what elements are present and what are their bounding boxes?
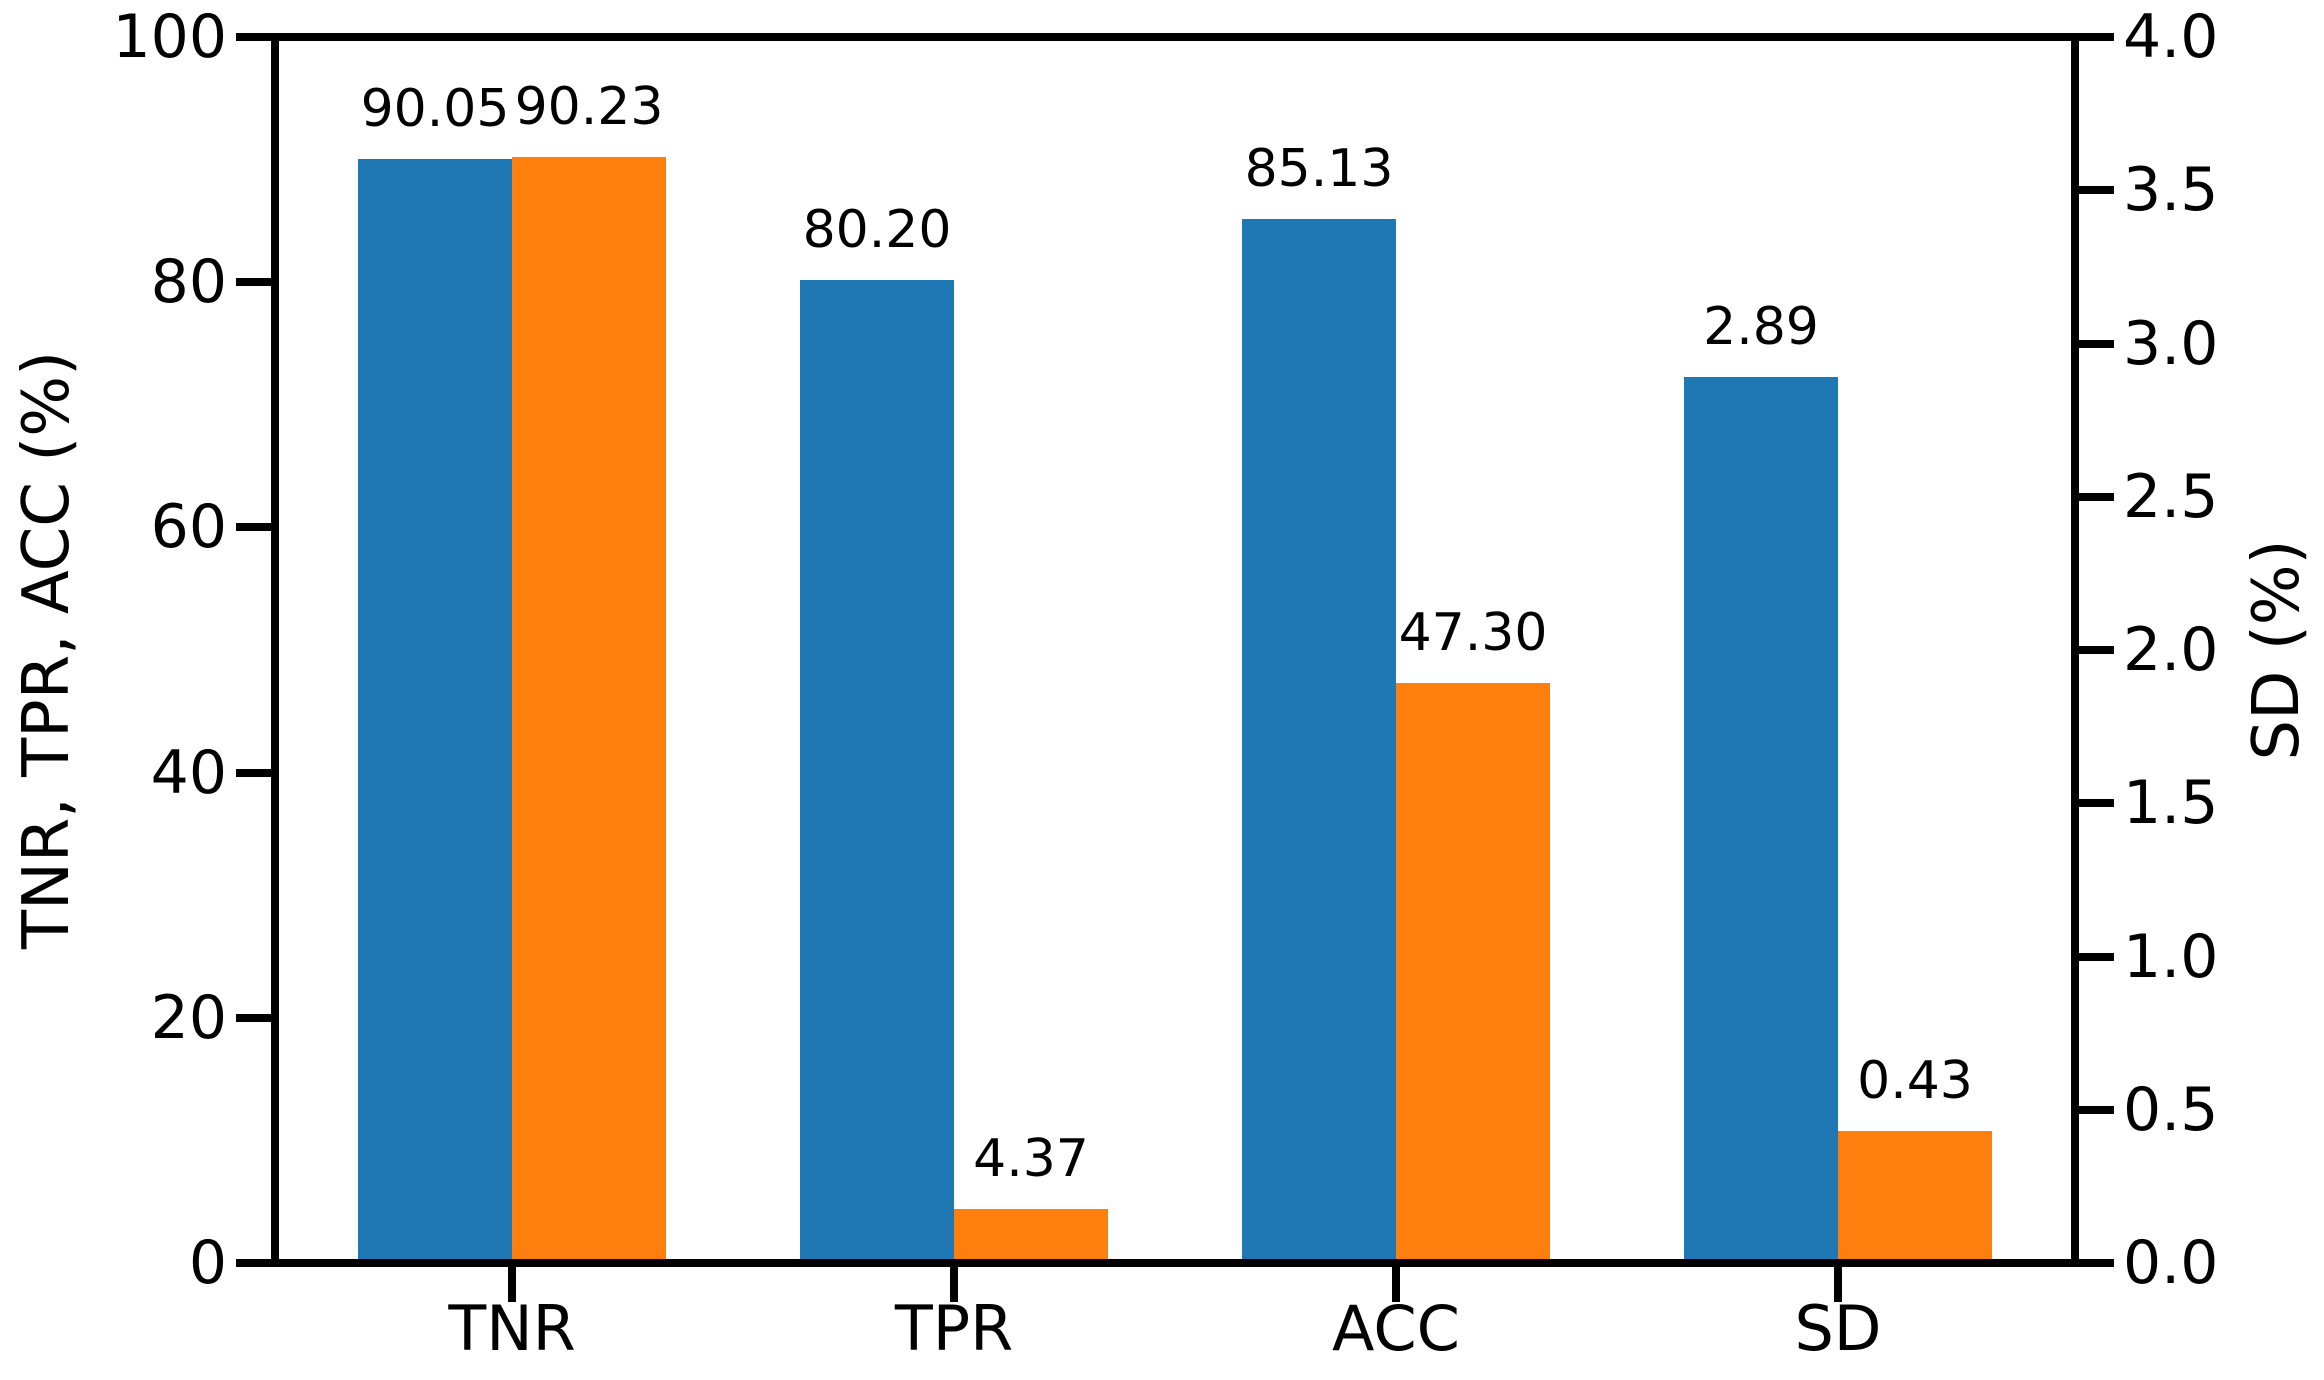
left-axis-tick-label: 100 (112, 2, 227, 72)
left-axis-tick (236, 768, 271, 777)
bar-blue-TNR (358, 158, 512, 1263)
right-axis-tick (2079, 492, 2114, 501)
right-axis-tick (2079, 33, 2114, 41)
right-y-axis-label: SD (%) (2240, 539, 2314, 761)
left-axis-tick-label: 0 (188, 1228, 227, 1298)
left-axis-tick-label: 80 (150, 247, 227, 318)
x-axis-tick (950, 1267, 958, 1302)
left-axis-tick (236, 278, 271, 287)
bar-value-label-orange-TNR: 90.23 (514, 76, 664, 137)
x-axis-category-label: TNR (448, 1292, 576, 1365)
bar-value-label-blue-TNR: 90.05 (360, 78, 510, 139)
bar-orange-ACC (1396, 683, 1550, 1263)
bar-value-label-blue-ACC: 85.13 (1244, 139, 1394, 200)
bar-value-label-blue-TPR: 80.20 (802, 199, 952, 260)
left-axis-tick (236, 1259, 271, 1267)
right-axis-tick-label: 2.5 (2123, 461, 2219, 532)
right-axis-tick-label: 2.0 (2123, 615, 2219, 685)
left-axis-tick-label: 60 (150, 492, 227, 563)
bar-blue-TPR (800, 279, 954, 1263)
x-axis-category-label: SD (1794, 1292, 1882, 1365)
left-axis-tick (236, 523, 271, 532)
right-axis-tick (2079, 799, 2114, 808)
bar-value-label-orange-SD: 0.43 (1857, 1051, 1973, 1112)
bar-orange-SD (1838, 1131, 1992, 1263)
bar-value-label-blue-SD: 2.89 (1703, 297, 1819, 358)
left-y-axis-label: TNR, TPR, ACC (%) (10, 350, 84, 950)
x-axis-category-label: TPR (894, 1292, 1014, 1365)
left-axis-tick (236, 33, 271, 41)
right-axis-tick-label: 3.0 (2123, 308, 2219, 379)
right-axis-tick (2079, 186, 2114, 195)
left-axis-tick-label: 40 (150, 737, 227, 808)
right-axis-tick (2079, 952, 2114, 961)
right-axis-tick-label: 1.5 (2123, 768, 2219, 839)
right-axis-tick-label: 0.5 (2123, 1074, 2219, 1145)
x-axis-tick (508, 1267, 516, 1302)
left-axis-tick (236, 1013, 271, 1022)
bar-orange-TPR (954, 1209, 1108, 1263)
right-axis-tick (2079, 1259, 2114, 1267)
bar-blue-SD (1684, 377, 1838, 1263)
bar-orange-TNR (512, 156, 666, 1263)
right-axis-tick (2079, 339, 2114, 348)
right-axis-tick (2079, 1105, 2114, 1114)
x-axis-tick (1834, 1267, 1842, 1302)
right-axis-tick (2079, 646, 2114, 654)
left-axis-tick-label: 20 (150, 982, 227, 1053)
bar-blue-ACC (1242, 219, 1396, 1263)
x-axis-category-label: ACC (1332, 1292, 1460, 1365)
right-axis-tick-label: 3.5 (2123, 155, 2219, 226)
right-axis-tick-label: 1.0 (2123, 921, 2219, 992)
bar-value-label-orange-TPR: 4.37 (973, 1129, 1089, 1190)
x-axis-tick (1392, 1267, 1400, 1302)
right-axis-tick-label: 4.0 (2123, 2, 2219, 72)
bar-value-label-orange-ACC: 47.30 (1398, 603, 1548, 664)
right-axis-tick-label: 0.0 (2123, 1228, 2219, 1298)
